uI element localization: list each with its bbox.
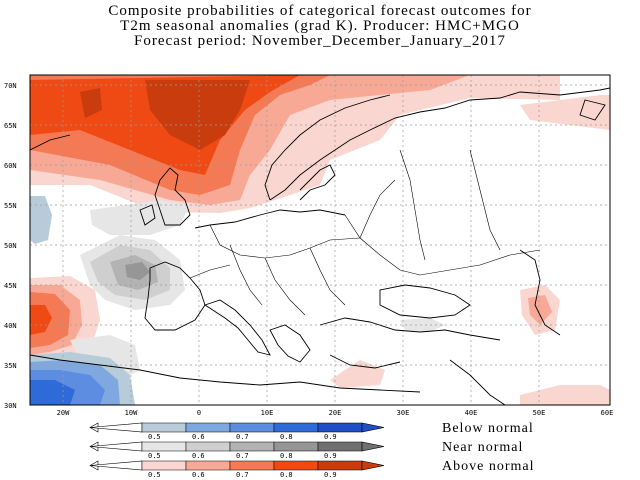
- legend-label-near-normal: Near normal: [442, 440, 524, 455]
- lon-label: 20E: [329, 409, 342, 417]
- map-frame: [29, 74, 611, 406]
- legend-segment: [141, 460, 187, 471]
- legend-segment: [229, 460, 275, 471]
- lat-label: 50N: [4, 242, 17, 250]
- legend-segment: [273, 441, 319, 452]
- legend-tick-label: 0.8: [280, 433, 293, 441]
- legend-label-above-normal: Above normal: [442, 459, 535, 474]
- legend-segment: [141, 422, 187, 433]
- legend-arrow-right: [361, 441, 385, 452]
- title-line-2: T2m seasonal anomalies (grad K). Produce…: [120, 18, 520, 34]
- legend-tick-label: 0.7: [236, 452, 249, 460]
- lat-label: 35N: [4, 362, 17, 370]
- lat-label: 55N: [4, 202, 17, 210]
- legend-tick-label: 0.8: [280, 452, 293, 460]
- probability-shading: [30, 75, 610, 405]
- legend-segment: [273, 422, 319, 433]
- legend-tick-label: 0.9: [324, 471, 337, 479]
- lon-label: 40E: [465, 409, 478, 417]
- coastlines: [30, 87, 610, 405]
- lat-label: 65N: [4, 122, 17, 130]
- legend-tick-label: 0.7: [236, 471, 249, 479]
- legend-label-below-normal: Below normal: [442, 421, 534, 436]
- legend-tick-label: 0.6: [192, 433, 205, 441]
- legend-segment: [185, 460, 231, 471]
- legend-tick-label: 0.5: [148, 433, 161, 441]
- title-line-1: Composite probabilities of categorical f…: [108, 3, 532, 19]
- legend-tick-label: 0.7: [236, 433, 249, 441]
- legend-arrow-right: [361, 460, 385, 471]
- lon-label: 0: [197, 409, 201, 417]
- legend-tick-label: 0.9: [324, 452, 337, 460]
- legend-segment: [141, 441, 187, 452]
- legend-segment: [273, 460, 319, 471]
- legend-segment: [317, 422, 363, 433]
- lon-label: 60E: [601, 409, 614, 417]
- legend-tick-label: 0.6: [192, 452, 205, 460]
- lon-label: 50E: [533, 409, 546, 417]
- title-line-3: Forecast period: November_December_Janua…: [134, 33, 506, 49]
- lat-label: 70N: [4, 82, 17, 90]
- graticule: [30, 75, 610, 405]
- borders: [189, 149, 541, 316]
- legend-segment: [229, 441, 275, 452]
- legend-tick-label: 0.5: [148, 452, 161, 460]
- legend-tick-label: 0.6: [192, 471, 205, 479]
- legend-segment: [185, 441, 231, 452]
- lat-label: 40N: [4, 322, 17, 330]
- lat-label: 45N: [4, 282, 17, 290]
- legend-segment: [185, 422, 231, 433]
- legend: 0.5 0.6 0.7 0.8 0.9 0.5 0.6 0.7 0.8 0.9 0.5 0.6 0.7 0…: [89, 422, 385, 479]
- lon-label: 20W: [57, 409, 70, 417]
- legend-segment: [317, 460, 363, 471]
- lat-label: 60N: [4, 162, 17, 170]
- legend-segment: [317, 441, 363, 452]
- legend-tick-label: 0.8: [280, 471, 293, 479]
- lon-label: 10E: [261, 409, 274, 417]
- legend-tick-label: 0.5: [148, 471, 161, 479]
- legend-segment: [229, 422, 275, 433]
- lat-label: 30N: [4, 402, 17, 410]
- longitude-labels: 20W 10W 0 10E 20E 30E 40E 50E 60E: [57, 409, 614, 417]
- lon-label: 30E: [397, 409, 410, 417]
- legend-tick-label: 0.9: [324, 433, 337, 441]
- legend-arrow-right: [361, 422, 385, 433]
- latitude-labels: 70N 65N 60N 55N 50N 45N 40N 35N 30N: [4, 82, 17, 410]
- lon-label: 10W: [125, 409, 138, 417]
